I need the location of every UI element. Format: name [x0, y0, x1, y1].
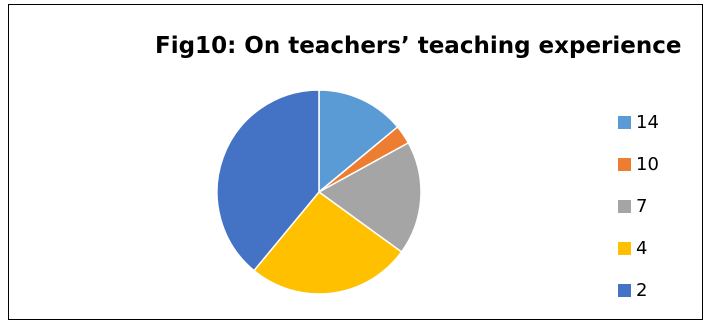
- legend-swatch: [618, 115, 631, 129]
- pie-slice-2: [216, 89, 320, 272]
- legend-item-7: 7: [618, 185, 659, 227]
- chart-title: Fig10: On teachers’ teaching experience: [155, 33, 682, 59]
- legend: 14 10 7 4 2: [618, 101, 659, 311]
- legend-label: 7: [636, 195, 648, 217]
- legend-label: 2: [636, 279, 648, 301]
- legend-item-10: 10: [618, 143, 659, 185]
- legend-label: 4: [636, 237, 648, 259]
- pie-slice-14: [318, 89, 399, 193]
- chart-frame: Fig10: On teachers’ teaching experience …: [8, 4, 703, 320]
- legend-item-14: 14: [618, 101, 659, 143]
- legend-swatch: [618, 157, 631, 171]
- pie-chart: [216, 89, 422, 295]
- legend-label: 14: [636, 111, 659, 133]
- legend-swatch: [618, 283, 631, 297]
- pie-slice-4: [253, 191, 403, 295]
- legend-swatch: [618, 199, 631, 213]
- legend-swatch: [618, 241, 631, 255]
- legend-label: 10: [636, 153, 659, 175]
- legend-item-2: 2: [618, 269, 659, 311]
- pie-slice-7: [318, 142, 422, 253]
- legend-item-4: 4: [618, 227, 659, 269]
- pie-slices: [216, 89, 422, 295]
